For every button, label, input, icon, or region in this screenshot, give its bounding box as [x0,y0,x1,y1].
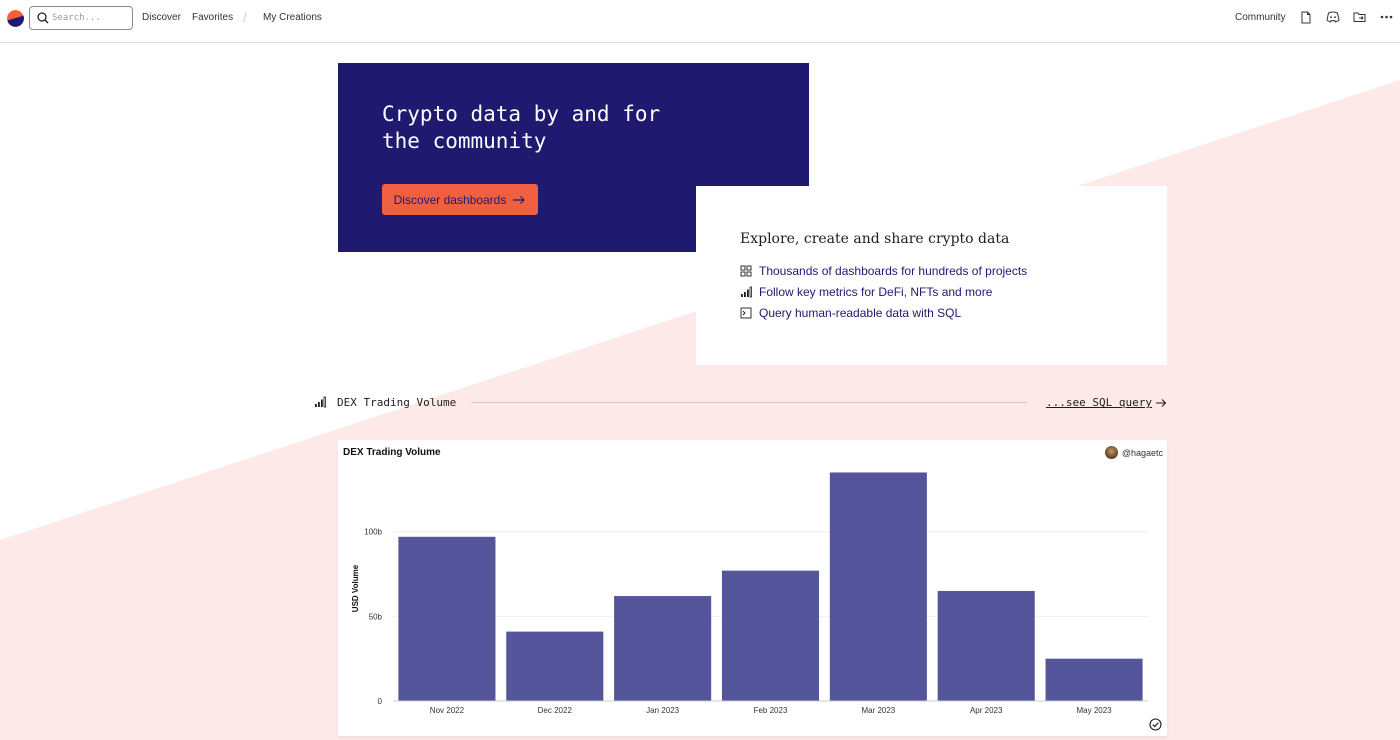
bar-dec-2022[interactable] [506,631,604,701]
bar-chart: 0 50b 100b USD Volume Nov 2022 Dec 2022 Jan 20… [351,472,1148,715]
search-input[interactable] [52,10,130,26]
bar-chart-icon [741,286,752,298]
nav-divider: / [243,10,247,25]
x-tick-label: Jan 2023 [646,706,679,715]
folder-send-icon[interactable] [1353,11,1366,23]
chart-author[interactable]: @hagaetc [1104,446,1163,459]
nav-favorites[interactable]: Favorites [192,12,234,23]
top-navbar: Discover Favorites / My Creations Commun… [0,0,1400,43]
docs-icon[interactable] [1300,11,1312,24]
terminal-icon [740,307,752,319]
nav-my-creations[interactable]: My Creations [263,12,322,23]
y-tick-label: 0 [378,697,383,706]
chart-title: DEX Trading Volume [343,447,441,458]
feature-label: Thousands of dashboards for hundreds of … [759,264,1028,278]
grid-icon [740,265,752,277]
dune-logo[interactable] [7,10,24,27]
x-tick-label: Apr 2023 [970,706,1003,715]
nav-community[interactable]: Community [1235,12,1286,23]
search-box[interactable] [29,6,133,30]
bar-feb-2023[interactable] [721,570,820,701]
x-tick-label: Feb 2023 [754,706,788,715]
discover-dashboards-label: Discover dashboards [393,192,507,207]
hero-banner: Crypto data by and for the community Dis… [338,63,809,252]
explore-card: Explore, create and share crypto data Th… [696,186,1167,365]
feature-label: Follow key metrics for DeFi, NFTs and mo… [759,285,993,299]
section-title: DEX Trading Volume [337,396,457,409]
see-sql-query-link[interactable]: ...see SQL query [1046,396,1152,409]
bar-nov-2022[interactable] [398,536,496,701]
discord-icon[interactable] [1326,11,1340,23]
bar-jan-2023[interactable] [614,596,712,701]
feature-label: Query human-readable data with SQL [759,306,962,320]
bar-mar-2023[interactable] [829,472,927,701]
x-tick-label: Mar 2023 [861,706,895,715]
feature-item: Thousands of dashboards for hundreds of … [740,264,1027,278]
feature-item: Follow key metrics for DeFi, NFTs and mo… [740,285,992,299]
author-name: @hagaetc [1121,447,1163,458]
chart-card: 0 50b 100b USD Volume Nov 2022 Dec 2022 Jan 20… [338,440,1167,736]
x-tick-label: May 2023 [1077,706,1113,715]
verified-check-icon [1149,718,1162,731]
nav-discover[interactable]: Discover [142,12,181,23]
explore-title: Explore, create and share crypto data [740,231,1010,247]
search-icon [37,12,49,24]
bar-may-2023[interactable] [1045,658,1143,701]
bar-chart-icon [315,396,326,408]
y-axis-label: USD Volume [351,564,360,612]
hero-title: Crypto data by and for the community [382,102,661,153]
x-tick-label: Nov 2022 [430,706,465,715]
y-tick-label: 100b [364,528,382,537]
arrow-right-icon[interactable] [1155,398,1167,408]
section-header: DEX Trading Volume ...see SQL query [314,394,1167,412]
more-options-icon[interactable] [1380,15,1393,19]
section-divider [471,402,1027,403]
y-tick-label: 50b [369,612,383,621]
x-tick-label: Dec 2022 [538,706,573,715]
arrow-right-icon [513,195,526,204]
feature-item: Query human-readable data with SQL [740,306,961,320]
discover-dashboards-button[interactable]: Discover dashboards [382,184,538,215]
bar-apr-2023[interactable] [937,590,1035,701]
avatar [1104,446,1118,459]
